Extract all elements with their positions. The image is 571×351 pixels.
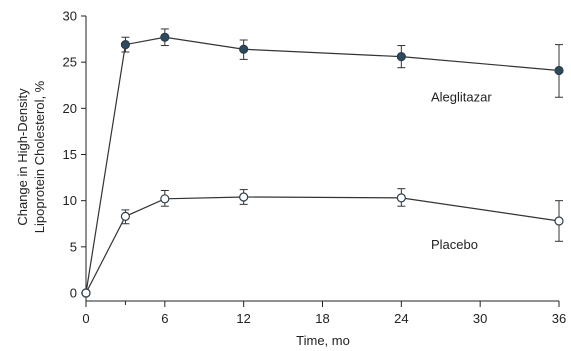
placebo-point <box>81 288 91 298</box>
aleglitazar-point <box>239 44 249 54</box>
x-axis-title: Time, mo <box>296 333 350 348</box>
y-tick-label: 0 <box>70 286 77 301</box>
aleglitazar-series-label: Aleglitazar <box>431 89 492 104</box>
y-tick-label: 10 <box>63 193 77 208</box>
y-axis-title: Change in High-Density Lipoprotein Chole… <box>15 80 47 233</box>
y-axis-title-line-2: Lipoprotein Cholesterol, % <box>32 80 47 233</box>
x-tick-label: 24 <box>394 311 408 326</box>
aleglitazar-point <box>160 32 170 42</box>
placebo-point <box>239 192 249 202</box>
x-tick-label: 0 <box>82 311 89 326</box>
y-tick-label: 15 <box>63 147 77 162</box>
aleglitazar-point <box>396 52 406 62</box>
y-tick-label: 5 <box>70 239 77 254</box>
x-tick-label: 18 <box>315 311 329 326</box>
y-axis-title-line-1: Change in High-Density <box>15 88 30 226</box>
aleglitazar-line <box>85 36 560 294</box>
x-tick-label: 6 <box>161 311 168 326</box>
y-tick-label: 20 <box>63 101 77 116</box>
x-tick-label: 30 <box>473 311 487 326</box>
placebo-point <box>160 194 170 204</box>
series-aleglitazar: Aleglitazar <box>81 28 564 298</box>
axes: 0 5 10 15 20 25 30 0 6 12 18 24 30 36 <box>63 9 567 327</box>
placebo-point <box>120 211 131 221</box>
x-tick-label: 12 <box>236 311 250 326</box>
series-layer: Aleglitazar Placebo <box>81 28 564 298</box>
x-tick-label: 36 <box>552 311 566 326</box>
placebo-series-label: Placebo <box>431 237 478 252</box>
aleglitazar-point <box>120 40 131 50</box>
placebo-point <box>554 216 564 226</box>
y-tick-label: 30 <box>63 9 77 24</box>
placebo-point <box>396 193 406 203</box>
aleglitazar-point <box>554 65 564 76</box>
y-tick-label: 25 <box>63 55 77 70</box>
series-placebo: Placebo <box>81 188 564 298</box>
placebo-line <box>85 196 560 294</box>
